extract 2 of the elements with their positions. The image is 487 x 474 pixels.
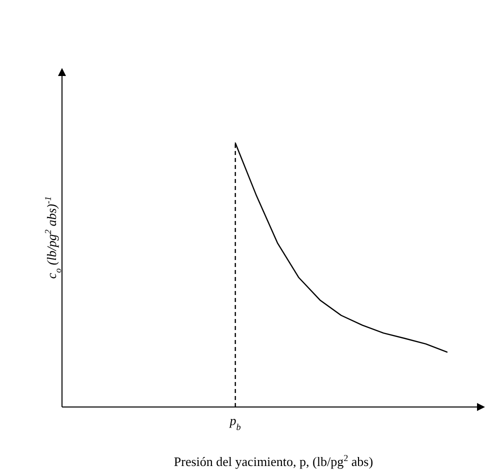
text: p$_{b}$ bbox=[228, 413, 242, 432]
x-axis-title: Presión del yacimiento, p, (lb/pg$^{2}$ abs) bbox=[174, 453, 374, 469]
